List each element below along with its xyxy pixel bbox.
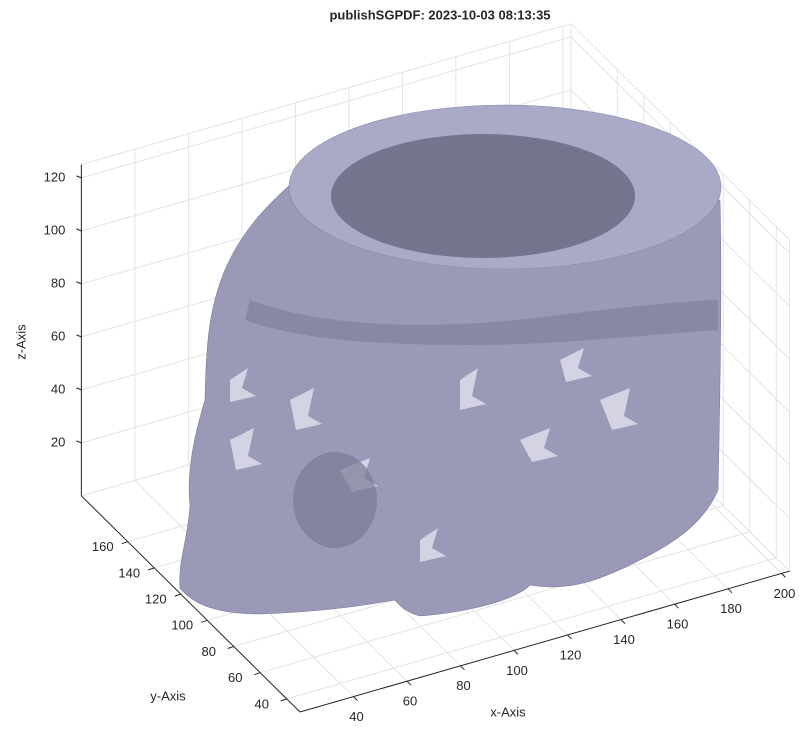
x-tick-label: 120 (560, 647, 582, 662)
skull-orbit (293, 452, 377, 548)
y-tick (201, 620, 207, 622)
z-tick-label: 60 (51, 328, 65, 343)
x-tick (675, 604, 679, 608)
x-tick (728, 589, 732, 593)
x-tick-label: 40 (349, 709, 363, 724)
z-tick-label: 120 (44, 169, 66, 184)
z-tick-label: 100 (44, 222, 66, 237)
y-tick (175, 594, 181, 596)
x-tick-label: 140 (613, 632, 635, 647)
y-tick (228, 647, 234, 649)
y-tick-label: 40 (255, 696, 269, 711)
x-tick (621, 620, 625, 624)
y-tick (122, 542, 128, 544)
y-tick-label: 120 (145, 592, 167, 607)
x-tick (461, 666, 465, 670)
z-tick (76, 176, 81, 178)
y-tick-label: 100 (171, 618, 193, 633)
x-axis-label: x-Axis (490, 704, 526, 719)
x-tick (407, 681, 411, 685)
z-tick-label: 40 (51, 381, 65, 396)
x-tick-label: 60 (403, 694, 417, 709)
z-tick-label: 20 (51, 434, 65, 449)
x-tick-label: 160 (667, 617, 689, 632)
y-axis-label: y-Axis (150, 688, 186, 703)
z-tick (76, 441, 81, 443)
x-tick-label: 200 (774, 586, 796, 601)
x-tick (354, 697, 358, 701)
y-tick (281, 699, 287, 701)
x-tick (514, 650, 518, 654)
x-tick-label: 100 (506, 663, 528, 678)
z-axis-label: z-Axis (13, 324, 28, 360)
y-tick-label: 160 (92, 539, 114, 554)
y-tick (148, 568, 154, 570)
x-tick-label: 80 (456, 678, 470, 693)
z-tick (76, 335, 81, 337)
chart: publishSGPDF: 2023-10-03 08:13:35 x-Axis… (0, 0, 799, 729)
z-tick (76, 388, 81, 390)
z-tick (76, 229, 81, 231)
y-tick-label: 80 (202, 644, 216, 659)
y-tick-label: 140 (118, 565, 140, 580)
y-tick (254, 673, 260, 675)
x-tick-label: 180 (720, 601, 742, 616)
z-tick-label: 80 (51, 275, 65, 290)
y-tick-label: 60 (228, 670, 242, 685)
x-tick (782, 573, 786, 577)
surface (180, 105, 721, 616)
skull-opening (331, 134, 635, 258)
z-tick (76, 282, 81, 284)
chart-title: publishSGPDF: 2023-10-03 08:13:35 (329, 7, 550, 22)
x-tick (568, 635, 572, 639)
